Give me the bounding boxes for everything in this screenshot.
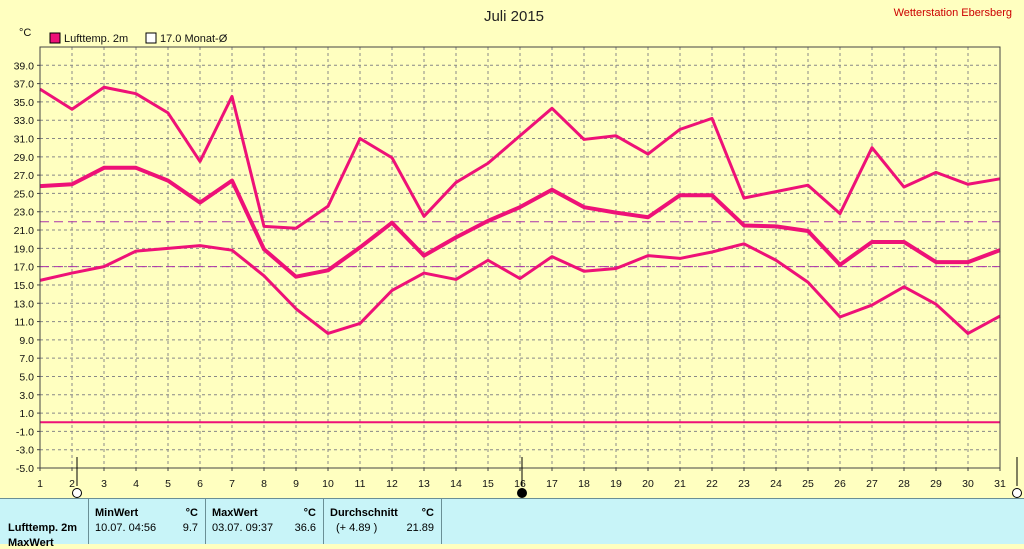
min-unit: °C — [185, 507, 198, 519]
x-tick-label: 1 — [37, 478, 43, 490]
y-tick-label: 1.0 — [19, 408, 34, 420]
x-tick-label: 21 — [674, 478, 686, 490]
x-tick-label: 13 — [418, 478, 430, 490]
x-tick-label: 8 — [261, 478, 267, 490]
x-tick-label: 9 — [293, 478, 299, 490]
y-tick-label: 39.0 — [14, 60, 35, 72]
x-tick-label: 12 — [386, 478, 398, 490]
scroll-marker-center[interactable] — [517, 488, 527, 498]
x-tick-label: 2 — [69, 478, 75, 490]
x-tick-label: 7 — [229, 478, 235, 490]
x-tick-label: 11 — [355, 478, 366, 490]
x-tick-label: 6 — [197, 478, 203, 490]
series-lines — [39, 85, 1001, 335]
y-tick-label: -5.0 — [16, 463, 34, 475]
station-name: Wetterstation Ebersberg — [894, 7, 1012, 19]
x-tick-label: 26 — [834, 478, 846, 490]
x-axis: 1 2 3 4 5 6 7 8 9 10 11 12 13 14 15 16 17 18 19 20 21 22 23 24 2… — [37, 468, 1006, 490]
x-tick-label: 16 — [514, 478, 526, 490]
y-tick-label: 9.0 — [19, 335, 34, 347]
legend-swatch-avg — [145, 32, 157, 44]
avg-unit: °C — [421, 507, 434, 519]
y-tick-label: 23.0 — [14, 207, 35, 219]
series-line-min — [39, 242, 1001, 335]
x-tick-label: 28 — [898, 478, 910, 490]
y-tick-label: 25.0 — [14, 188, 35, 200]
y-tick-label: 33.0 — [14, 115, 35, 127]
stats-min-cell: MinWert °C 10.07. 04:56 9.7 — [89, 499, 206, 544]
series-line-max — [39, 85, 1001, 230]
stats-panel: Lufttemp. 2m MaxWert MinWert °C 10.07. 0… — [0, 498, 1024, 549]
avg-value: 21.89 — [406, 522, 434, 534]
x-tick-label: 19 — [610, 478, 622, 490]
y-tick-label: 31.0 — [14, 134, 35, 146]
y-tick-label: -1.0 — [16, 426, 34, 438]
y-tick-label: -3.0 — [16, 445, 34, 457]
scroll-markers[interactable] — [72, 457, 1022, 498]
stats-avg-cell: Durchschnitt °C (+ 4.89 ) 21.89 — [324, 499, 442, 544]
avg-diff: (+ 4.89 ) — [336, 522, 378, 534]
x-tick-label: 3 — [101, 478, 107, 490]
x-tick-label: 31 — [994, 478, 1006, 490]
y-tick-label: 11.0 — [14, 317, 34, 329]
x-tick-label: 29 — [930, 478, 942, 490]
grid — [39, 47, 1001, 469]
y-tick-label: 13.0 — [14, 298, 35, 310]
max-time: 03.07. 09:37 — [212, 522, 274, 534]
x-tick-label: 27 — [866, 478, 878, 490]
x-tick-label: 10 — [322, 478, 334, 490]
legend-temp-label: Lufttemp. 2m — [64, 33, 128, 45]
min-value: 9.7 — [182, 522, 198, 534]
y-tick-label: 17.0 — [14, 262, 35, 274]
y-axis: 39.0 37.0 35.0 33.0 31.0 29.0 27.0 25.0 23.0 21.0… — [14, 60, 40, 475]
stats-row2-label: MaxWert — [8, 537, 54, 549]
x-tick-label: 4 — [133, 478, 139, 490]
min-header: MinWert — [95, 507, 139, 519]
stats-label-cell: Lufttemp. 2m MaxWert — [0, 499, 89, 549]
y-tick-label: 15.0 — [14, 280, 35, 292]
x-tick-label: 30 — [962, 478, 974, 490]
y-tick-label: 21.0 — [14, 225, 35, 237]
x-tick-label: 23 — [738, 478, 750, 490]
scroll-marker-right[interactable] — [1012, 488, 1022, 498]
scroll-marker-left[interactable] — [72, 488, 82, 498]
chart-title: Juli 2015 — [484, 8, 544, 25]
max-value: 36.6 — [294, 522, 316, 534]
max-header: MaxWert — [212, 507, 258, 519]
stats-max-cell: MaxWert °C 03.07. 09:37 36.6 — [206, 499, 324, 544]
series-line-mean — [39, 165, 1001, 279]
y-tick-label: 35.0 — [14, 97, 35, 109]
x-tick-label: 5 — [165, 478, 171, 490]
x-tick-label: 15 — [482, 478, 494, 490]
min-time: 10.07. 04:56 — [95, 522, 157, 534]
x-tick-label: 24 — [770, 478, 782, 490]
x-tick-label: 18 — [578, 478, 590, 490]
y-tick-label: 3.0 — [19, 390, 34, 402]
stats-row-label: Lufttemp. 2m — [8, 522, 78, 534]
y-tick-label: 7.0 — [19, 353, 34, 365]
max-unit: °C — [303, 507, 316, 519]
y-tick-label: 27.0 — [14, 170, 35, 182]
legend-swatch-temp — [49, 32, 61, 44]
y-tick-label: 37.0 — [14, 79, 35, 91]
y-tick-label: 19.0 — [14, 243, 35, 255]
x-tick-label: 14 — [450, 478, 462, 490]
temperature-chart: Juli 2015 Wetterstation Ebersberg °C Luf… — [14, 7, 1022, 498]
avg-header: Durchschnitt — [330, 507, 398, 519]
x-tick-label: 20 — [642, 478, 654, 490]
legend-avg-label: 17.0 Monat-Ø — [160, 33, 228, 45]
x-tick-label: 25 — [802, 478, 814, 490]
y-axis-unit: °C — [19, 27, 31, 39]
x-tick-label: 17 — [546, 478, 558, 490]
y-tick-label: 29.0 — [14, 152, 35, 164]
x-tick-label: 22 — [706, 478, 718, 490]
y-tick-label: 5.0 — [19, 371, 34, 383]
